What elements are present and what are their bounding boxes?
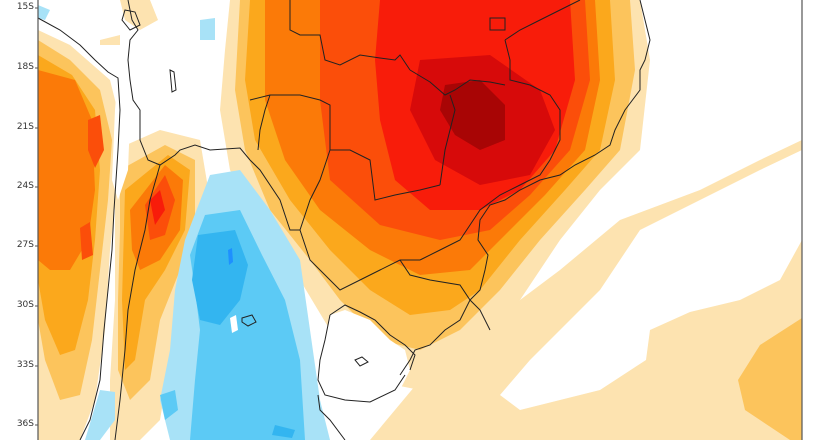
uruguay-region bbox=[320, 310, 410, 400]
lat-label-24s: 24S bbox=[16, 181, 34, 191]
country-borders bbox=[37, 0, 651, 440]
lat-label-27s: 27S bbox=[16, 240, 34, 250]
atlantic-warm-2 bbox=[738, 318, 802, 440]
lat-label-30s: 30S bbox=[16, 300, 34, 310]
lat-label-33s: 33S bbox=[16, 360, 34, 370]
lat-label-36s: 36S bbox=[16, 419, 34, 429]
lat-label-18s: 18S bbox=[16, 62, 34, 72]
atlantic-white-gap bbox=[500, 150, 802, 410]
lat-label-15s: 15S bbox=[16, 2, 34, 12]
lat-label-21s: 21S bbox=[16, 122, 34, 132]
